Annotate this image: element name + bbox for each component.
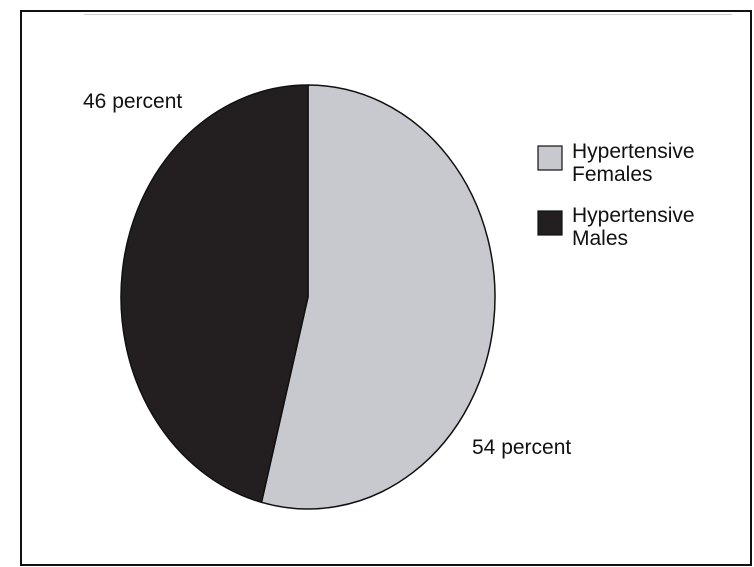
- legend-swatch-females: [537, 145, 563, 171]
- pie-slice-males: [120, 84, 309, 504]
- legend-label-males-line2: Males: [572, 227, 628, 250]
- legend-label-females-line2: Females: [572, 163, 653, 186]
- legend: Hypertensive Females Hypertensive Males: [537, 140, 695, 250]
- legend-label-males-line1: Hypertensive: [572, 204, 695, 227]
- legend-swatch-males: [537, 210, 563, 236]
- label-males-percent: 46 percent: [83, 90, 182, 113]
- pie-slice-females: [260, 84, 496, 510]
- legend-label-females-line1: Hypertensive: [572, 140, 695, 163]
- label-females-percent: 54 percent: [472, 436, 571, 459]
- frame-top-rule: [84, 14, 732, 15]
